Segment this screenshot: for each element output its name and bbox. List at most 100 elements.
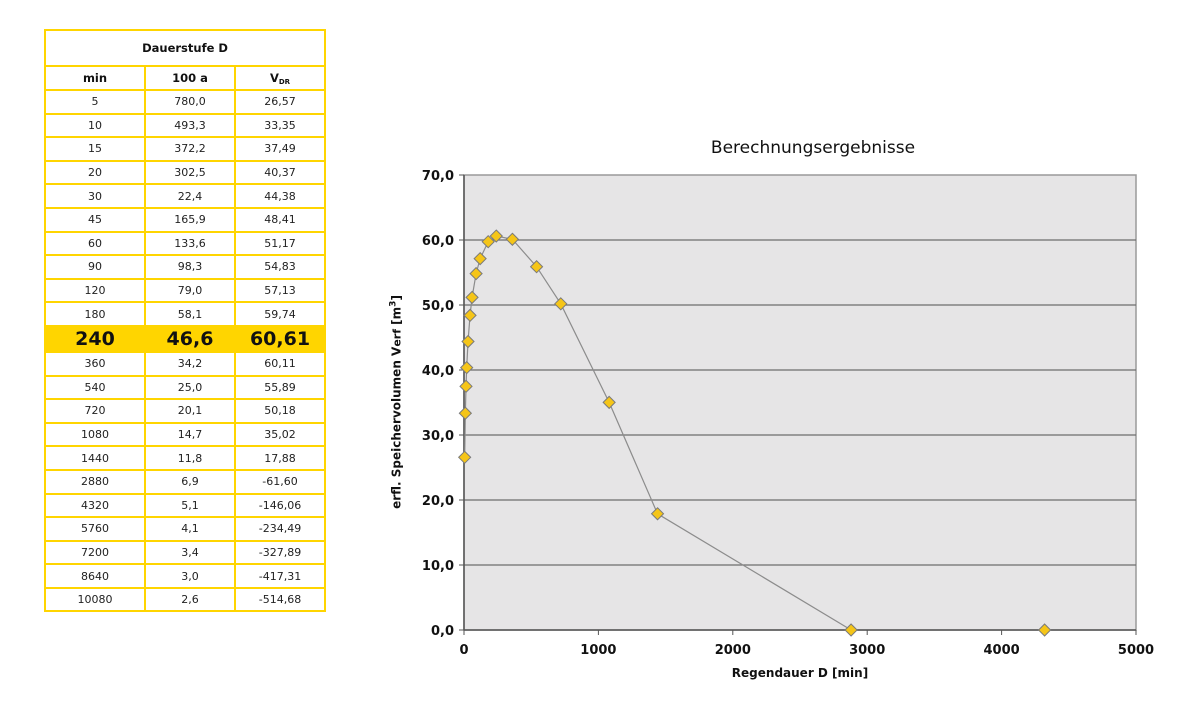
table-row: 360 34,2 60,11 [44,350,327,377]
x-axis-label: Regendauer D [min] [731,666,869,680]
cell-vdr: 55,89 [233,374,327,401]
y-tick-label: 50,0 [422,299,454,314]
cell-100a: 79,0 [144,277,236,304]
x-tick-label: 3000 [849,643,885,658]
data-point-diamond [465,290,479,305]
header-vdr: VDR [233,65,327,91]
x-tick-label: 2000 [715,643,751,658]
x-tick-label: 0 [459,643,468,658]
cell-100a: 3,0 [144,563,236,589]
cell-100a: 372,2 [144,136,236,162]
cell-vdr: -417,31 [233,563,327,589]
plot-background [463,174,1137,631]
header-vdr-sub: DR [278,77,291,86]
y-tick-label: 0,0 [431,624,454,639]
cell-vdr: 51,17 [233,230,327,257]
data-point-diamond [529,260,544,274]
cell-min: 540 [44,374,146,401]
dauerstufe-table: Dauerstufe D min 100 a VDR 5 780,0 26,57 10… [43,29,327,613]
cell-min: 5 [44,89,146,115]
cell-vdr: 57,13 [233,277,327,304]
cell-min: 45 [44,206,146,233]
y-tick-label: 10,0 [422,559,454,574]
cell-100a: 5,1 [144,492,236,519]
x-tick-label: 5000 [1118,643,1154,658]
data-point-diamond [650,507,665,521]
data-point-diamond [459,360,474,375]
table-row: 10 493,3 33,35 [44,112,327,139]
cell-min: 10080 [44,586,146,613]
cell-vdr: -514,68 [233,586,327,613]
cell-vdr: 26,57 [233,89,327,115]
cell-min: 240 [44,324,146,353]
cell-100a: 22,4 [144,183,236,209]
cell-vdr: 60,11 [233,350,327,377]
header-100a: 100 a [144,65,236,91]
cell-vdr: 48,41 [233,206,327,233]
data-point-diamond [459,379,473,394]
table-row: 5760 4,1 -234,49 [44,516,327,542]
header-min: min [44,65,146,91]
table-row: 540 25,0 55,89 [44,374,327,401]
table-row: 5 780,0 26,57 [44,89,327,115]
cell-min: 30 [44,183,146,209]
table-row: 60 133,6 51,17 [44,230,327,257]
cell-min: 7200 [44,539,146,566]
data-point-diamond [489,229,503,243]
cell-vdr: 54,83 [233,254,327,280]
table-row: 10080 2,6 -514,68 [44,586,327,613]
table-row: 1080 14,7 35,02 [44,421,327,448]
cell-100a: 20,1 [144,398,236,424]
cell-min: 60 [44,230,146,257]
cell-100a: 165,9 [144,206,236,233]
table-row: 30 22,4 44,38 [44,183,327,209]
cell-min: 15 [44,136,146,162]
data-point-diamond [554,297,568,311]
cell-100a: 302,5 [144,159,236,186]
table-row: 45 165,9 48,41 [44,206,327,233]
cell-100a: 46,6 [144,324,236,353]
table-row: 4320 5,1 -146,06 [44,492,327,519]
cell-min: 120 [44,277,146,304]
data-point-diamond [457,450,472,465]
data-point-diamond [844,623,858,637]
data-point-diamond [458,406,473,420]
cell-min: 20 [44,159,146,186]
table-title: Dauerstufe D [43,29,327,67]
data-point-diamond [463,308,477,323]
cell-min: 1080 [44,421,146,448]
data-point-diamond [461,334,475,349]
cell-min: 5760 [44,516,146,542]
cell-100a: 4,1 [144,516,236,542]
x-tick-label: 1000 [580,643,616,658]
table-row: 7200 3,4 -327,89 [44,539,327,566]
cell-min: 10 [44,112,146,139]
data-point-diamond [469,266,483,281]
cell-100a: 133,6 [144,230,236,257]
data-point-diamond [1037,623,1052,637]
table-row-highlighted: 240 46,6 60,61 [44,324,327,353]
cell-vdr: -61,60 [233,468,327,495]
data-point-diamond [473,251,487,266]
x-tick-label: 4000 [984,643,1020,658]
cell-min: 8640 [44,563,146,589]
table-row: 8640 3,0 -417,31 [44,563,327,589]
cell-vdr: 44,38 [233,183,327,209]
data-point-diamond [602,395,616,410]
y-tick-label: 60,0 [422,234,454,249]
y-tick-label: 20,0 [422,494,454,509]
cell-vdr: -234,49 [233,516,327,542]
header-vdr-main: V [269,70,279,85]
table-row: 15 372,2 37,49 [44,136,327,162]
cell-100a: 14,7 [144,421,236,448]
table-row: 180 58,1 59,74 [44,301,327,327]
cell-vdr: 40,37 [233,159,327,186]
cell-100a: 493,3 [144,112,236,139]
chart-title: Berechnungsergebnisse [710,138,916,158]
cell-vdr: 33,35 [233,112,327,139]
data-point-diamond [481,234,495,249]
y-tick-label: 40,0 [422,364,454,379]
y-tick-label: 30,0 [422,429,454,444]
